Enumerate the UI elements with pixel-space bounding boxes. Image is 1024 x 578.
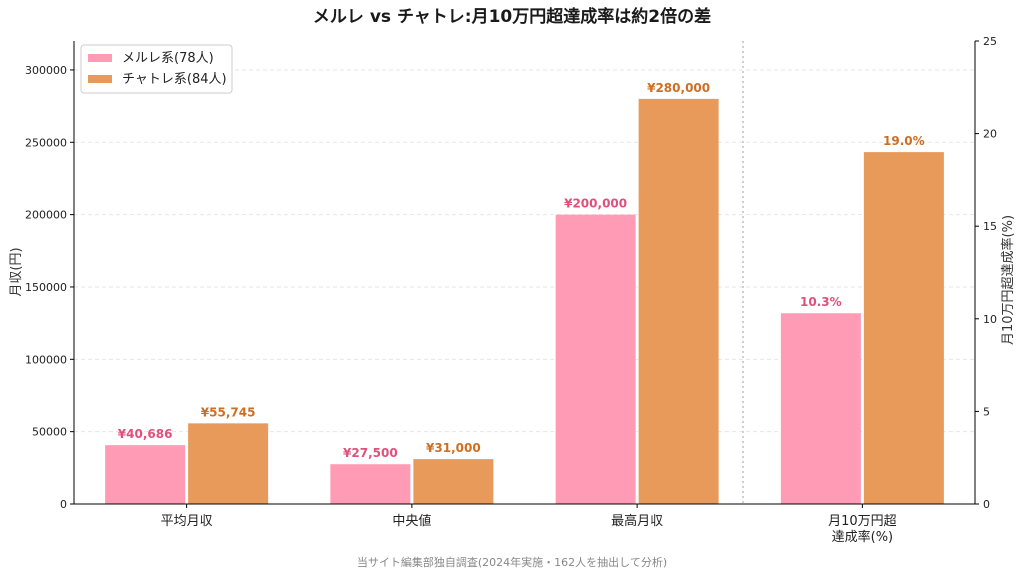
axes xyxy=(73,41,976,505)
y-axis-label: 月収(円) xyxy=(9,247,24,296)
bar-chatore xyxy=(188,423,269,504)
tick-labels: 0 50000 100000 150000 200000 250000 300000 0 5 10… xyxy=(25,35,997,545)
bar-merure xyxy=(105,445,186,504)
legend-swatch-merure xyxy=(88,54,112,62)
y2-tick-label: 5 xyxy=(983,405,990,418)
bar-value-label: ¥200,000 xyxy=(564,197,627,211)
legend-swatch-chatore xyxy=(88,75,112,83)
y2-tick-label: 0 xyxy=(983,498,990,511)
bar-value-label: 10.3% xyxy=(800,295,842,309)
x-tick-label: 達成率(%) xyxy=(832,529,894,545)
bar-merure xyxy=(330,464,411,504)
data-labels: ¥40,686 ¥55,745 ¥27,500 ¥31,000 ¥200,000 ¥280… xyxy=(118,81,925,460)
y2-tick-label: 15 xyxy=(983,220,997,233)
x-tick-label: 平均月収 xyxy=(161,514,213,529)
bar-value-label: ¥280,000 xyxy=(647,81,710,95)
bar-chatore xyxy=(413,459,494,504)
x-tick-label: 月10万円超 xyxy=(828,514,897,529)
y2-tick-label: 20 xyxy=(983,128,997,141)
y-tick-label: 300000 xyxy=(25,64,67,77)
bar-chatore xyxy=(863,152,944,504)
x-tick-label: 中央値 xyxy=(392,513,431,529)
legend-label-chatore: チャトレ系(84人) xyxy=(122,72,227,87)
legend: メルレ系(78人) チャトレ系(84人) xyxy=(80,44,233,94)
y-tick-label: 200000 xyxy=(25,209,67,222)
x-tick-label: 最高月収 xyxy=(611,513,663,529)
bar-value-label: 19.0% xyxy=(883,134,925,148)
bar-chatore xyxy=(638,98,719,504)
y2-axis-label: 月10万円超達成率(%) xyxy=(1000,215,1016,345)
bar-merure xyxy=(780,313,861,504)
bar-value-label: ¥40,686 xyxy=(118,427,173,441)
chart-title: メルレ vs チャトレ:月10万円超達成率は約2倍の差 xyxy=(313,6,711,27)
bars xyxy=(105,98,944,504)
bar-merure xyxy=(555,214,636,504)
legend-box xyxy=(80,44,233,94)
y-tick-label: 50000 xyxy=(32,426,67,439)
y-tick-label: 150000 xyxy=(25,281,67,294)
y-tick-label: 0 xyxy=(60,498,67,511)
bar-value-label: ¥55,745 xyxy=(201,405,256,419)
y-tick-label: 250000 xyxy=(25,136,67,149)
footer-note: 当サイト編集部独自調査(2024年実施・162人を抽出して分析) xyxy=(357,555,667,569)
legend-label-merure: メルレ系(78人) xyxy=(122,51,214,66)
bar-value-label: ¥31,000 xyxy=(426,441,481,455)
y2-tick-label: 25 xyxy=(983,35,997,48)
bar-value-label: ¥27,500 xyxy=(343,446,398,460)
y2-tick-label: 10 xyxy=(983,313,997,326)
y-tick-label: 100000 xyxy=(25,353,67,366)
